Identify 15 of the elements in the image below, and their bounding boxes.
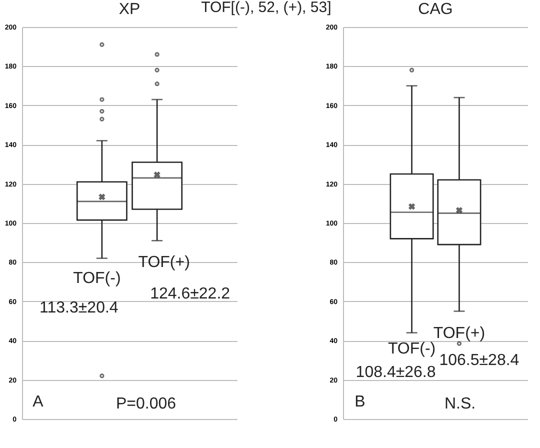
annotation: 113.3±20.4: [40, 299, 118, 316]
annotation: N.S.: [444, 395, 476, 412]
annotation: 108.4±26.8: [356, 364, 436, 381]
chart-subtitle: TOF[(-), 52, (+), 53]: [201, 0, 332, 16]
chart-title: XP: [118, 1, 140, 18]
annotation: B: [354, 393, 366, 410]
x-tick-label: TOF(+): [433, 324, 486, 342]
x-tick-label: TOF(+): [138, 254, 190, 272]
annotation: 124.6±22.2: [150, 286, 230, 303]
annotation: P=0.006: [116, 395, 176, 412]
x-tick-label: TOF(-): [388, 340, 436, 358]
chart-title: CAG: [418, 1, 453, 18]
annotation: 106.5±28.4: [439, 352, 520, 370]
annotation: A: [32, 393, 44, 410]
x-tick-label: TOF(-): [73, 270, 121, 287]
